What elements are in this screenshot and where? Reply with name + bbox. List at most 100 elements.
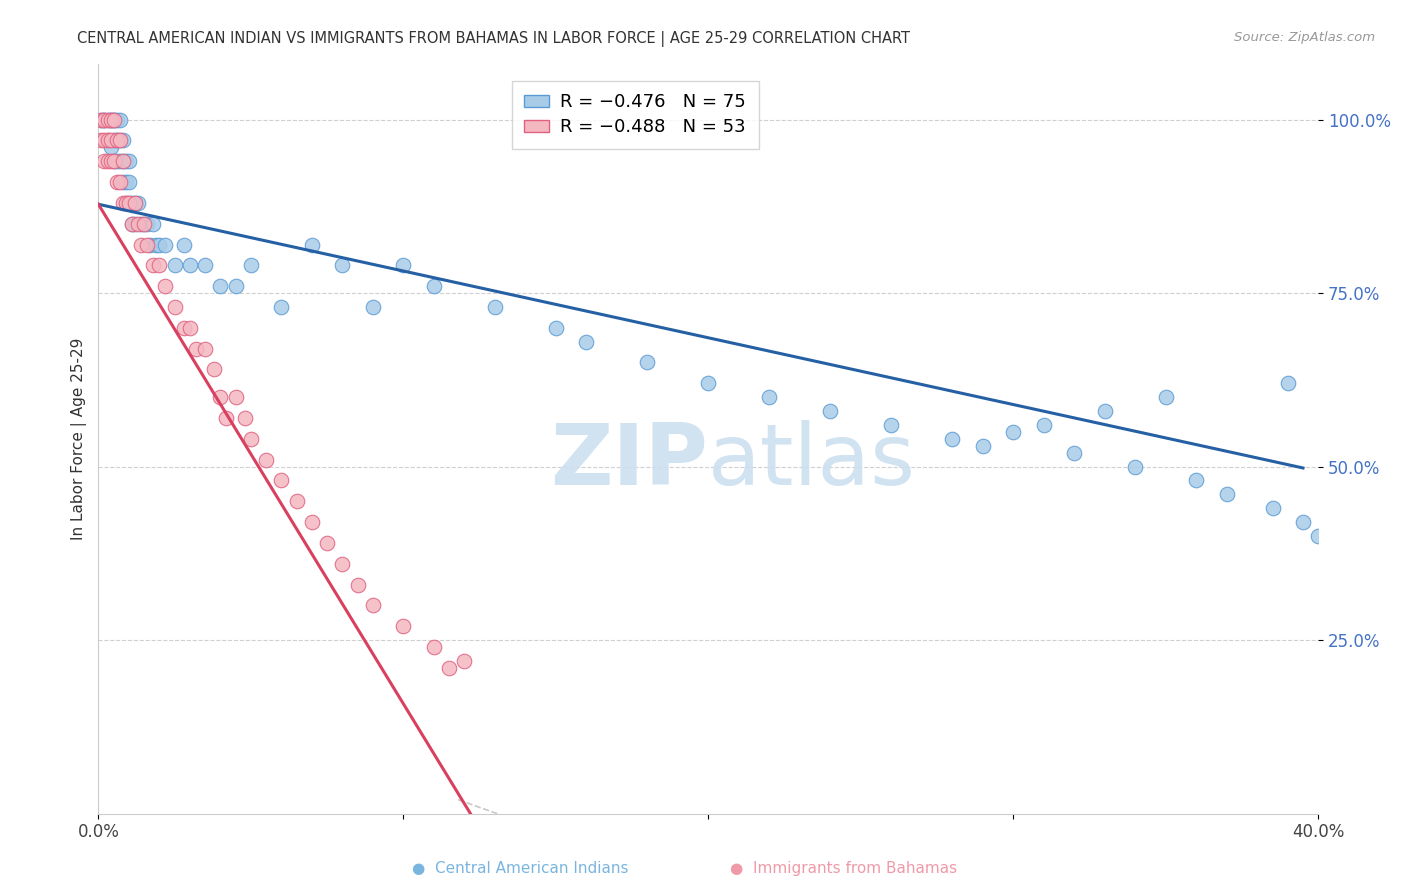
Point	[361, 599, 384, 613]
Point	[575, 334, 598, 349]
Point	[100, 154, 122, 169]
Point	[103, 154, 125, 169]
Point	[136, 217, 159, 231]
Point	[1094, 404, 1116, 418]
Point	[139, 237, 162, 252]
Point	[93, 133, 115, 147]
Point	[194, 258, 217, 272]
Point	[105, 175, 128, 189]
Point	[270, 300, 292, 314]
Point	[129, 217, 152, 231]
Point	[155, 237, 177, 252]
Point	[316, 536, 339, 550]
Point	[1185, 474, 1208, 488]
Point	[697, 376, 720, 391]
Point	[96, 133, 118, 147]
Point	[111, 175, 134, 189]
Point	[108, 133, 131, 147]
Point	[108, 175, 131, 189]
Point	[184, 342, 207, 356]
Point	[1123, 459, 1146, 474]
Point	[96, 112, 118, 127]
Point	[148, 258, 170, 272]
Point	[93, 112, 115, 127]
Point	[114, 195, 136, 210]
Point	[90, 112, 112, 127]
Point	[100, 112, 122, 127]
Point	[142, 217, 165, 231]
Point	[163, 300, 186, 314]
Point	[111, 195, 134, 210]
Point	[127, 195, 149, 210]
Point	[1261, 501, 1284, 516]
Point	[941, 432, 963, 446]
Point	[108, 133, 131, 147]
Point	[437, 661, 460, 675]
Text: ●  Central American Indians: ● Central American Indians	[412, 861, 628, 876]
Point	[124, 195, 146, 210]
Point	[111, 154, 134, 169]
Point	[124, 195, 146, 210]
Legend: R = −0.476   N = 75, R = −0.488   N = 53: R = −0.476 N = 75, R = −0.488 N = 53	[512, 80, 759, 149]
Point	[93, 154, 115, 169]
Point	[114, 175, 136, 189]
Point	[392, 258, 415, 272]
Point	[423, 279, 446, 293]
Point	[301, 237, 323, 252]
Point	[121, 195, 143, 210]
Point	[1154, 390, 1177, 404]
Point	[225, 279, 247, 293]
Point	[330, 557, 353, 571]
Point	[100, 112, 122, 127]
Text: ZIP: ZIP	[551, 420, 709, 503]
Point	[103, 112, 125, 127]
Point	[155, 279, 177, 293]
Point	[1292, 515, 1315, 529]
Point	[121, 217, 143, 231]
Point	[96, 154, 118, 169]
Point	[100, 140, 122, 154]
Text: ●  Immigrants from Bahamas: ● Immigrants from Bahamas	[730, 861, 957, 876]
Point	[103, 112, 125, 127]
Point	[179, 320, 201, 334]
Point	[1308, 529, 1330, 543]
Point	[484, 300, 506, 314]
Point	[209, 390, 232, 404]
Point	[118, 195, 141, 210]
Point	[127, 217, 149, 231]
Point	[105, 133, 128, 147]
Point	[544, 320, 567, 334]
Point	[124, 217, 146, 231]
Point	[145, 237, 167, 252]
Point	[100, 133, 122, 147]
Point	[132, 217, 155, 231]
Point	[239, 258, 262, 272]
Point	[423, 640, 446, 654]
Point	[194, 342, 217, 356]
Point	[346, 577, 368, 591]
Point	[179, 258, 201, 272]
Y-axis label: In Labor Force | Age 25-29: In Labor Force | Age 25-29	[72, 338, 87, 540]
Point	[103, 112, 125, 127]
Point	[105, 154, 128, 169]
Point	[129, 237, 152, 252]
Point	[132, 217, 155, 231]
Point	[173, 320, 195, 334]
Point	[972, 439, 994, 453]
Point	[1063, 446, 1085, 460]
Point	[209, 279, 232, 293]
Point	[636, 355, 658, 369]
Point	[105, 112, 128, 127]
Point	[758, 390, 780, 404]
Point	[118, 195, 141, 210]
Point	[285, 494, 308, 508]
Point	[90, 133, 112, 147]
Point	[225, 390, 247, 404]
Point	[96, 133, 118, 147]
Point	[361, 300, 384, 314]
Point	[202, 362, 225, 376]
Point	[239, 432, 262, 446]
Point	[100, 112, 122, 127]
Point	[392, 619, 415, 633]
Point	[103, 154, 125, 169]
